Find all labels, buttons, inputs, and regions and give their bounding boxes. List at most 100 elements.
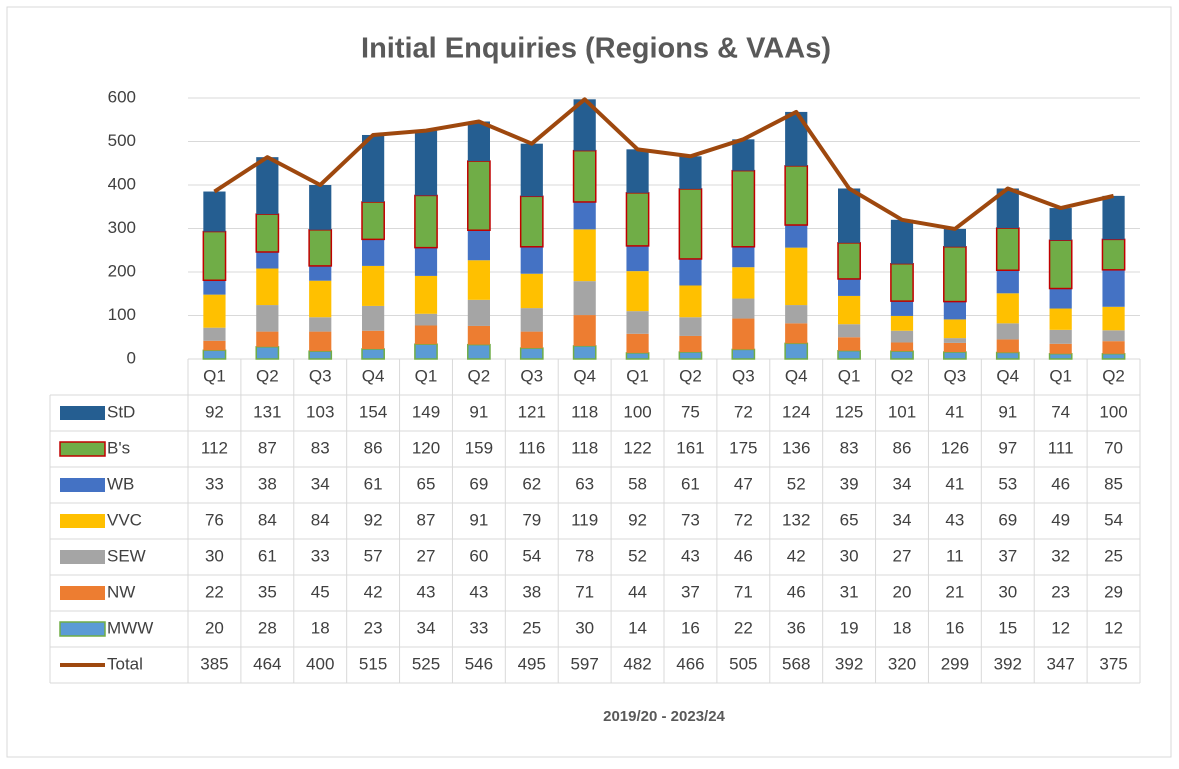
bar-segment	[785, 323, 808, 344]
table-value: 42	[364, 582, 383, 601]
table-value: 149	[412, 402, 440, 421]
bar-segment	[1102, 195, 1125, 240]
bar-segment	[203, 294, 226, 328]
x-tick-label: Q2	[1102, 366, 1125, 385]
bar-segment	[890, 262, 914, 302]
legend-key	[60, 514, 105, 528]
table-value: 30	[840, 546, 859, 565]
bar-segment	[202, 230, 227, 282]
table-value: 131	[253, 402, 281, 421]
bar-segment	[732, 267, 755, 299]
bar-segment	[678, 351, 703, 360]
table-value: 71	[575, 582, 594, 601]
legend-label: NW	[107, 582, 135, 601]
bar-segment	[784, 165, 809, 226]
table-value: 70	[1104, 438, 1123, 457]
bar-segment	[1102, 269, 1125, 307]
table-value: 597	[570, 654, 598, 673]
table-value: 34	[893, 510, 912, 529]
table-value: 46	[787, 582, 806, 601]
table-value: 505	[729, 654, 757, 673]
bar-segment	[625, 192, 650, 247]
table-value: 85	[1104, 474, 1123, 493]
bar-segment	[1049, 208, 1072, 241]
bar-segment	[731, 348, 756, 360]
bar-segment	[414, 247, 438, 276]
table-value: 111	[1048, 438, 1074, 457]
bar-segment	[203, 327, 226, 341]
table-value: 86	[893, 438, 912, 457]
bar-segment	[890, 330, 914, 343]
bar-segment	[520, 273, 543, 309]
bar-segment	[414, 313, 438, 326]
total-line	[213, 97, 1115, 231]
table-value: 159	[465, 438, 493, 457]
table-value: 87	[417, 510, 436, 529]
table-value: 65	[840, 510, 859, 529]
bar-segment	[679, 258, 702, 286]
table-value: 347	[1046, 654, 1074, 673]
bar-segment	[255, 213, 280, 253]
table-value: 116	[518, 438, 545, 457]
table-value: 84	[258, 510, 277, 529]
table-value: 118	[571, 438, 598, 457]
table-value: 15	[998, 618, 1017, 637]
x-tick-label: Q2	[256, 366, 279, 385]
bar-segment	[890, 315, 914, 331]
table-value: 27	[417, 546, 436, 565]
bar-segment	[1049, 343, 1072, 354]
y-tick-label: 400	[108, 174, 136, 193]
bar-segment	[1049, 329, 1072, 344]
table-value: 46	[1051, 474, 1070, 493]
x-tick-label: Q2	[679, 366, 702, 385]
bar-segment	[467, 230, 490, 261]
table-value: 23	[364, 618, 383, 637]
bar-segment	[414, 325, 438, 345]
table-value: 118	[571, 402, 598, 421]
bar-segment	[309, 280, 332, 318]
table-value: 91	[469, 402, 488, 421]
bar-segment	[308, 350, 333, 360]
table-value: 62	[522, 474, 541, 493]
table-value: 30	[205, 546, 224, 565]
table-value: 54	[522, 546, 541, 565]
bar-segment	[679, 335, 702, 353]
bar-segment	[785, 305, 808, 324]
table-value: 52	[628, 546, 647, 565]
table-value: 43	[681, 546, 700, 565]
y-tick-label: 100	[108, 305, 136, 324]
bar-segment	[732, 298, 755, 319]
bar-segment	[838, 324, 861, 338]
bar-segment	[626, 333, 649, 353]
table-value: 58	[628, 474, 647, 493]
legend-label: MWW	[107, 618, 153, 637]
bar-segment	[625, 352, 650, 360]
table-value: 72	[734, 510, 753, 529]
table-value: 31	[840, 582, 859, 601]
table-value: 21	[945, 582, 964, 601]
bar-segment	[520, 246, 543, 274]
bar-segment	[362, 134, 385, 202]
table-value: 154	[359, 402, 387, 421]
x-tick-label: Q1	[838, 366, 861, 385]
bar-segment	[361, 348, 385, 360]
bar-segment	[520, 331, 543, 349]
bar-segment	[1049, 288, 1072, 309]
table-value: 175	[729, 438, 757, 457]
table-value: 27	[893, 546, 912, 565]
legend-key	[60, 550, 105, 564]
bar-segment	[1049, 308, 1072, 330]
bar-segment	[361, 201, 385, 241]
bar-segment	[256, 331, 279, 347]
legend-key	[59, 621, 106, 637]
table-value: 91	[469, 510, 488, 529]
bar-segment	[414, 130, 438, 196]
table-value: 69	[469, 474, 488, 493]
bar-segment	[467, 121, 490, 162]
bar-segment	[943, 228, 966, 247]
bar-segment	[890, 342, 914, 352]
bar-segment	[362, 305, 385, 331]
table-value: 34	[417, 618, 436, 637]
bar-segment	[573, 315, 596, 346]
bar-segment	[996, 339, 1019, 353]
